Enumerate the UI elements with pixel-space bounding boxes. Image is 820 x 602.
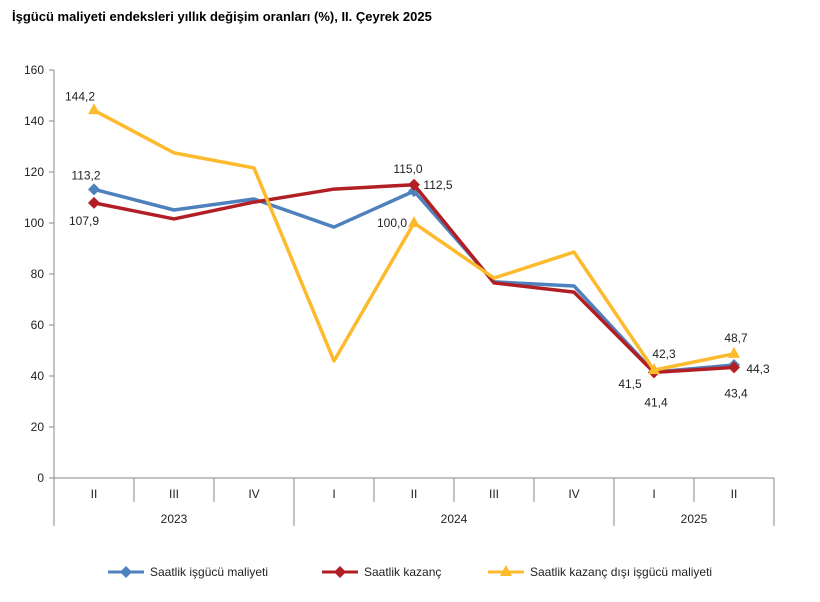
x-tick-label: II bbox=[91, 487, 98, 501]
data-label: 43,4 bbox=[724, 386, 748, 400]
data-point bbox=[728, 346, 740, 358]
data-point bbox=[88, 183, 100, 196]
data-point bbox=[408, 178, 420, 191]
data-label: 107,9 bbox=[69, 214, 99, 228]
data-label: 100,0 bbox=[377, 216, 407, 230]
data-label: 48,7 bbox=[724, 331, 748, 345]
legend-marker bbox=[120, 566, 132, 578]
y-tick-label: 160 bbox=[24, 63, 44, 77]
x-tick-label: II bbox=[411, 487, 418, 501]
y-tick-label: 100 bbox=[24, 216, 44, 230]
x-tick-label: I bbox=[652, 487, 655, 501]
data-label: 113,2 bbox=[71, 168, 100, 182]
x-tick-label: III bbox=[489, 487, 499, 501]
x-tick-label: I bbox=[332, 487, 335, 501]
data-label: 115,0 bbox=[393, 162, 422, 176]
x-tick-label: IV bbox=[568, 487, 579, 501]
data-label: 42,3 bbox=[652, 347, 676, 361]
data-label: 41,4 bbox=[644, 395, 668, 409]
legend-marker bbox=[334, 566, 346, 578]
x-group-label: 2025 bbox=[681, 512, 708, 526]
x-tick-label: III bbox=[169, 487, 179, 501]
data-label: 144,2 bbox=[65, 89, 95, 103]
data-label: 44,3 bbox=[746, 362, 770, 376]
y-tick-label: 20 bbox=[31, 420, 45, 434]
y-tick-label: 40 bbox=[31, 369, 45, 383]
y-tick-label: 0 bbox=[37, 471, 44, 485]
data-point bbox=[648, 363, 660, 375]
legend-label: Saatlik kazanç dışı işgücü maliyeti bbox=[530, 565, 712, 579]
x-group-label: 2023 bbox=[161, 512, 188, 526]
legend-marker bbox=[500, 565, 512, 576]
data-point bbox=[88, 196, 100, 209]
data-label: 41,5 bbox=[618, 377, 642, 391]
data-point bbox=[728, 361, 740, 374]
y-tick-label: 120 bbox=[24, 165, 44, 179]
y-tick-label: 140 bbox=[24, 114, 44, 128]
legend-label: Saatlik işgücü maliyeti bbox=[150, 565, 268, 579]
x-tick-label: IV bbox=[248, 487, 259, 501]
data-label: 112,5 bbox=[423, 178, 452, 192]
series-line bbox=[93, 108, 735, 372]
chart-title: İşgücü maliyeti endeksleri yıllık değişi… bbox=[12, 9, 432, 24]
x-group-label: 2024 bbox=[441, 512, 468, 526]
legend-label: Saatlik kazanç bbox=[364, 565, 441, 579]
y-tick-label: 60 bbox=[31, 318, 45, 332]
y-tick-label: 80 bbox=[31, 267, 45, 281]
data-point bbox=[408, 216, 420, 227]
data-point bbox=[88, 103, 100, 115]
x-tick-label: II bbox=[731, 487, 738, 501]
